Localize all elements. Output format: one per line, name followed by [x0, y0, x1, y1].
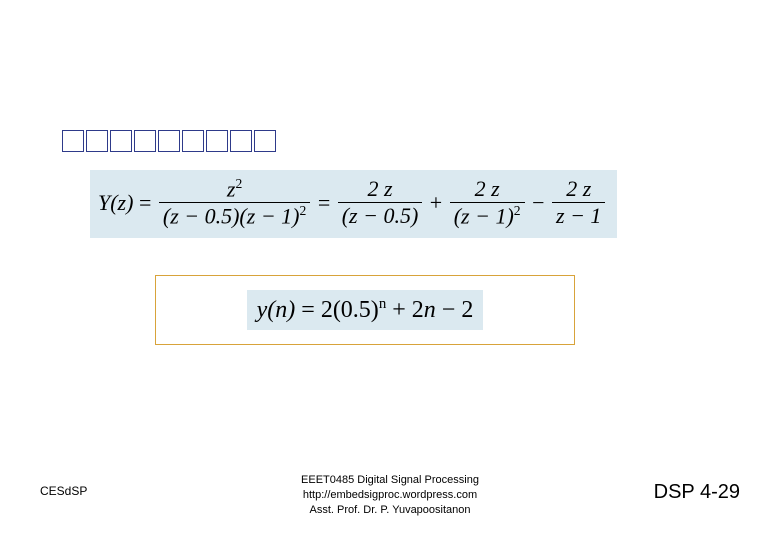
placeholder-box [110, 130, 132, 152]
footer-course: EEET0485 Digital Signal Processing [301, 473, 479, 488]
placeholder-box [134, 130, 156, 152]
placeholder-box [158, 130, 180, 152]
slide-number: DSP 4-29 [654, 481, 740, 504]
placeholder-box [254, 130, 276, 152]
placeholder-box [206, 130, 228, 152]
footer-center-info: EEET0485 Digital Signal Processing http:… [301, 473, 479, 518]
placeholder-box [230, 130, 252, 152]
footer-url: http://embedsigproc.wordpress.com [301, 488, 479, 503]
eq1-frac2: 2 z (z − 0.5) [338, 176, 423, 229]
eq1-frac4: 2 z z − 1 [552, 176, 605, 229]
eq1-frac1: z2 (z − 0.5)(z − 1)2 [159, 176, 310, 230]
title-placeholder-boxes [62, 130, 276, 152]
equation-yz-partial-fraction: Y(z) = z2 (z − 0.5)(z − 1)2 = 2 z (z − 0… [90, 170, 617, 238]
footer-left-label: CESdSP [40, 484, 87, 498]
eq1-lhs: Y(z) [98, 190, 133, 215]
placeholder-box [182, 130, 204, 152]
placeholder-box [62, 130, 84, 152]
eq1-frac3: 2 z (z − 1)2 [450, 176, 525, 229]
equation-result-frame: y(n) = 2(0.5)n + 2n − 2 [155, 275, 575, 345]
placeholder-box [86, 130, 108, 152]
equation-yn-result: y(n) = 2(0.5)n + 2n − 2 [247, 290, 484, 330]
footer-author: Asst. Prof. Dr. P. Yuvapoositanon [301, 503, 479, 518]
